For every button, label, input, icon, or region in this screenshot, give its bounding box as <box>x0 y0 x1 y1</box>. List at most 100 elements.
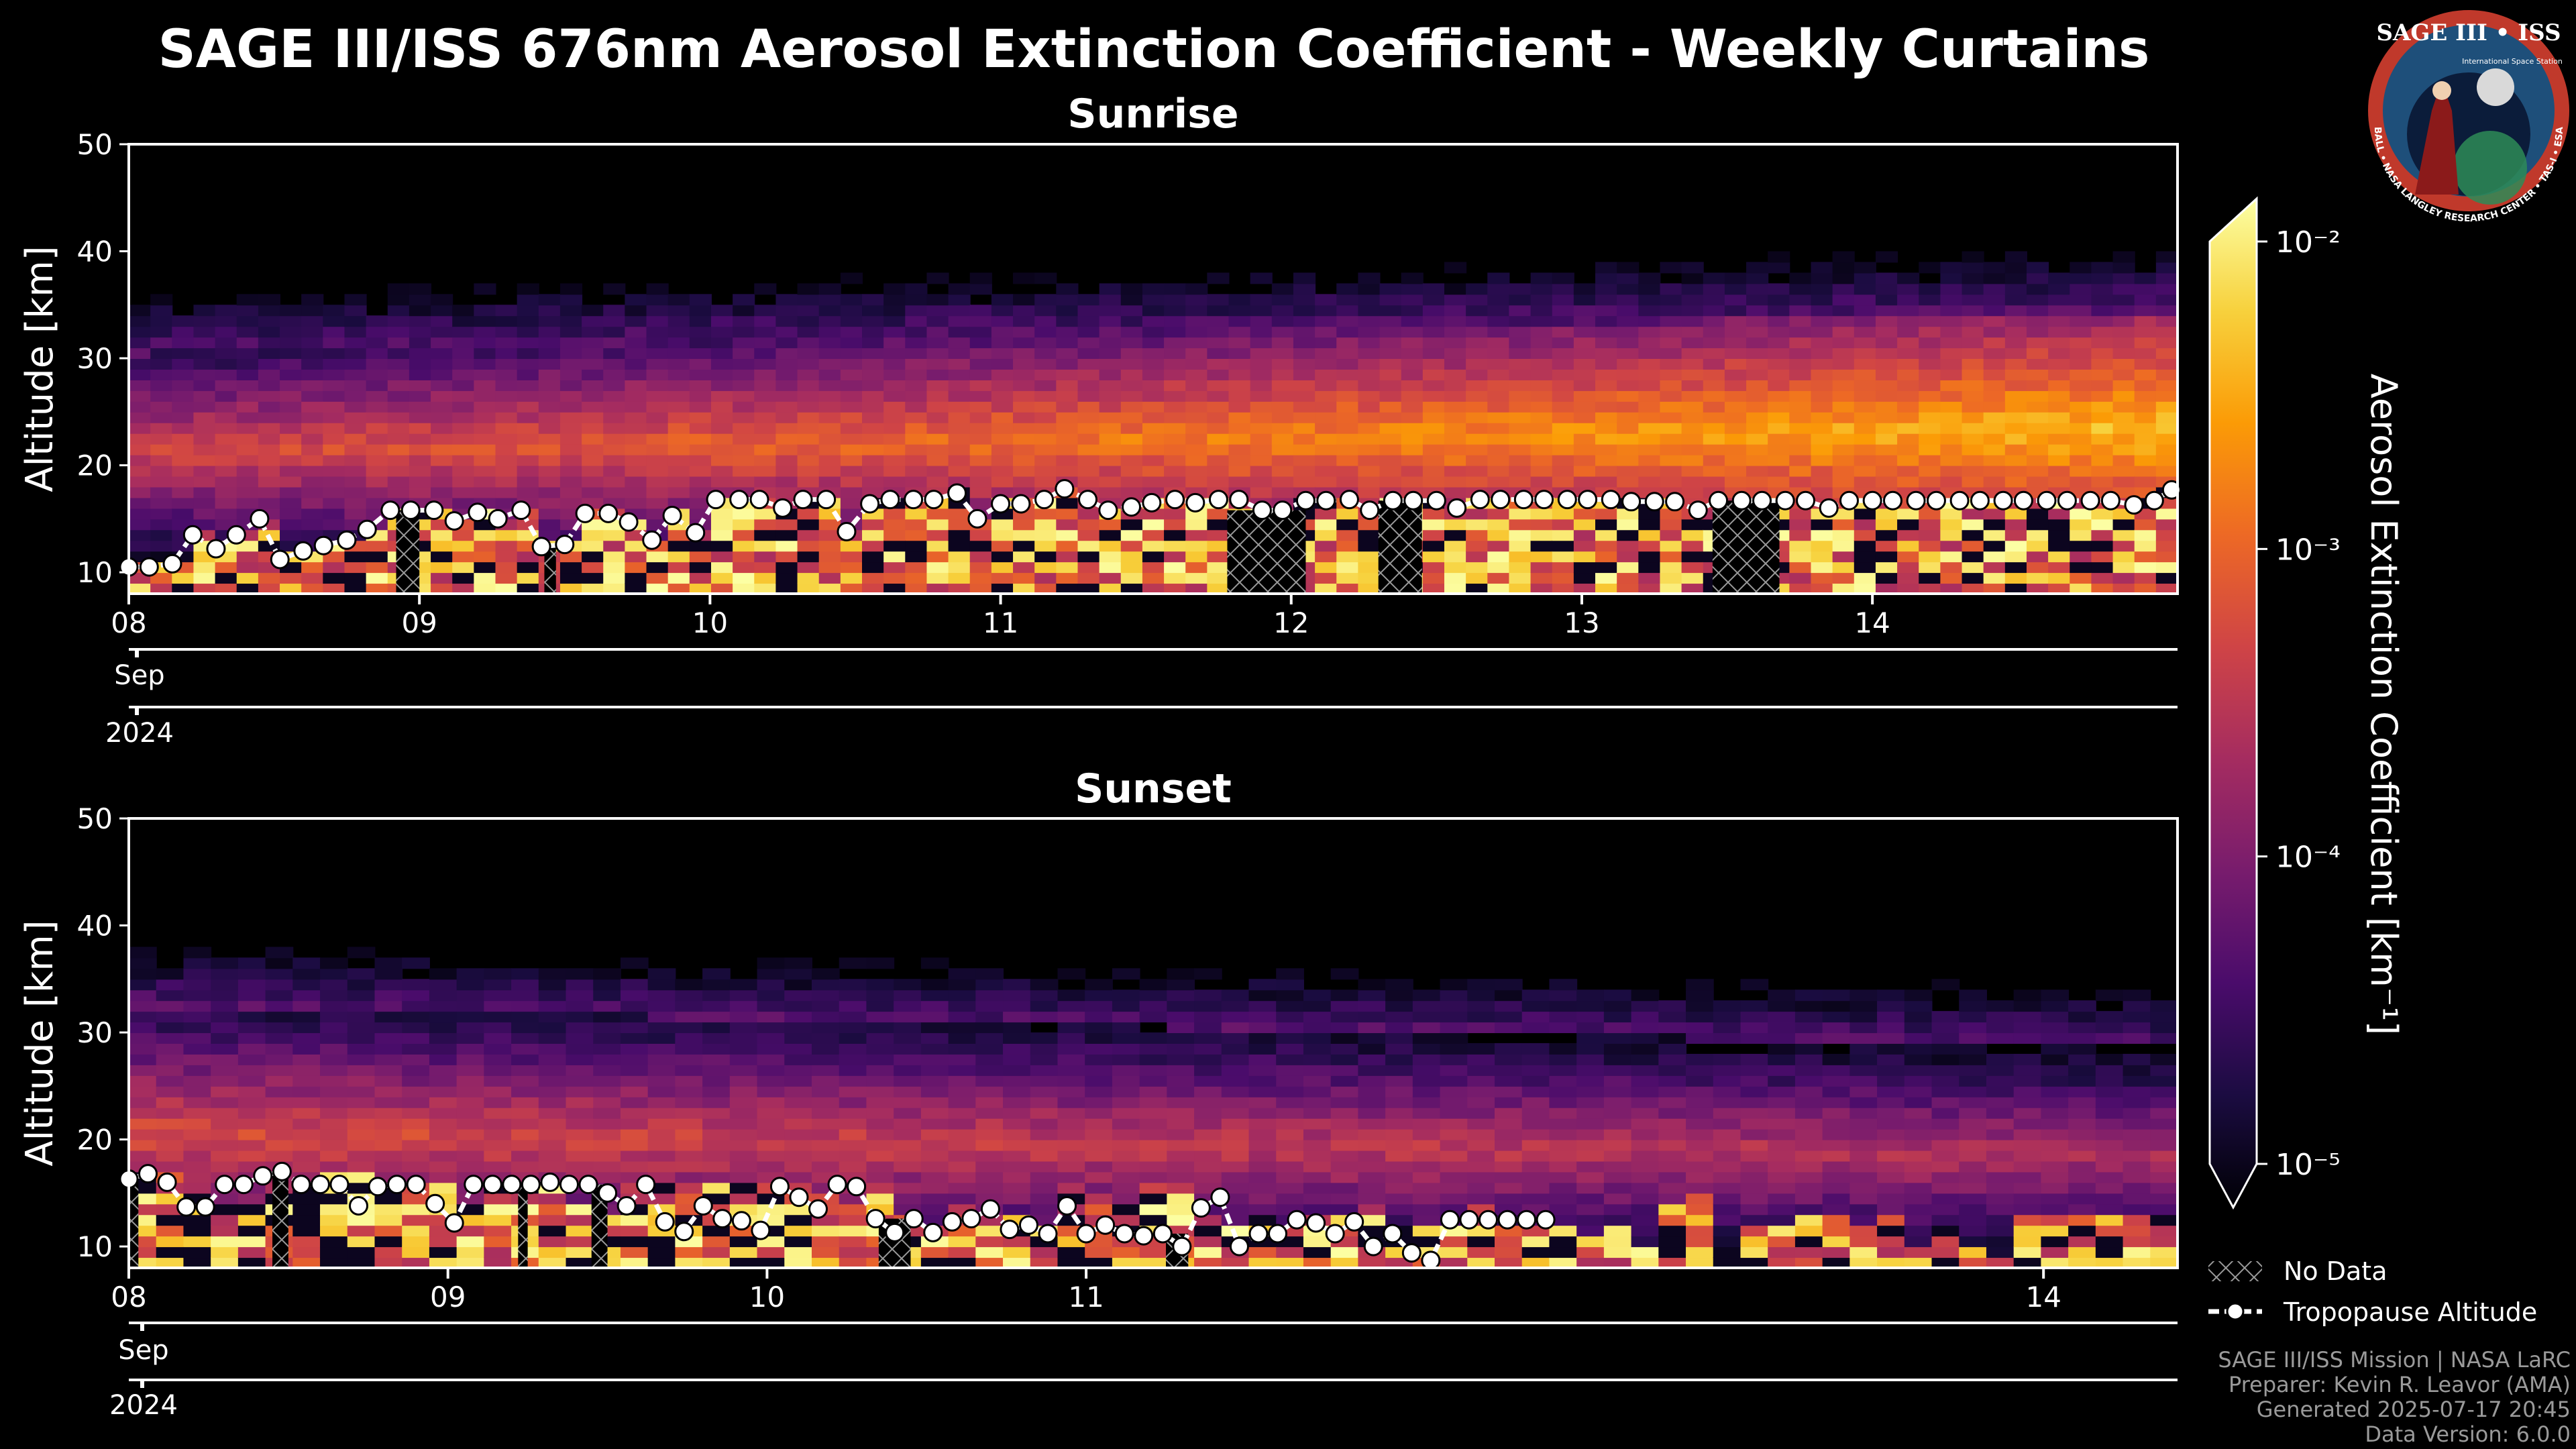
heatmap-cell <box>975 1171 1004 1183</box>
heatmap-cell <box>975 1161 1004 1173</box>
heatmap-cell <box>1164 337 1187 349</box>
heatmap-cell <box>172 400 195 413</box>
heatmap-cell <box>948 390 971 402</box>
heatmap-cell <box>1099 561 1122 574</box>
heatmap-cell <box>905 433 928 445</box>
heatmap-cell <box>991 476 1014 488</box>
tropopause-point <box>291 1175 311 1195</box>
heatmap-cell <box>215 583 237 594</box>
heatmap-cell <box>840 443 863 455</box>
heatmap-cell <box>1315 433 1338 445</box>
heatmap-cell <box>344 454 367 466</box>
heatmap-cell <box>1315 572 1338 584</box>
heatmap-cell <box>1768 369 1790 380</box>
heatmap-cell <box>344 433 367 445</box>
heatmap-cell <box>1034 337 1057 349</box>
heatmap-cell <box>456 1107 485 1119</box>
heatmap-cell <box>1849 1182 1878 1194</box>
heatmap-cell <box>1276 989 1304 1002</box>
heatmap-cell <box>387 411 410 423</box>
heatmap-cell <box>647 989 676 1002</box>
heatmap-cell <box>511 968 539 980</box>
heatmap-cell <box>1336 358 1359 370</box>
heatmap-cell <box>593 1150 621 1162</box>
heatmap-cell <box>1077 583 1100 594</box>
heatmap-cell <box>646 294 669 306</box>
heatmap-cell <box>1811 315 1833 327</box>
heatmap-cell <box>1336 369 1359 380</box>
heatmap-cell <box>2155 508 2178 520</box>
heatmap-cell <box>797 411 820 423</box>
heatmap-cell <box>1444 262 1467 274</box>
heatmap-cell <box>1724 379 1748 391</box>
heatmap-cell <box>1746 454 1769 466</box>
heatmap-cell <box>969 561 992 574</box>
heatmap-cell <box>1315 529 1338 541</box>
heatmap-cell <box>1962 251 1984 263</box>
heatmap-cell <box>1495 1000 1523 1012</box>
heatmap-cell <box>1228 422 1251 434</box>
heatmap-cell <box>559 294 583 306</box>
heatmap-cell <box>926 551 949 563</box>
heatmap-cell <box>646 443 669 455</box>
heatmap-cell <box>347 1128 376 1140</box>
heatmap-cell <box>1248 1064 1277 1076</box>
heatmap-cell <box>1849 1246 1878 1258</box>
heatmap-cell <box>582 326 604 338</box>
heatmap-cell <box>1142 294 1165 306</box>
heatmap-cell <box>675 1246 704 1258</box>
heatmap-cell <box>883 294 906 306</box>
heatmap-cell <box>172 379 195 391</box>
heatmap-cell <box>156 1150 184 1162</box>
heatmap-cell <box>620 1246 649 1258</box>
heatmap-cell <box>2134 294 2157 306</box>
heatmap-cell <box>1811 433 1833 445</box>
heatmap-cell <box>517 347 539 360</box>
tropopause-point <box>250 508 270 529</box>
heatmap-cell <box>1444 422 1467 434</box>
heatmap-cell <box>646 315 669 327</box>
heatmap-cell <box>374 1096 403 1108</box>
heatmap-cell <box>1573 283 1597 295</box>
heatmap-cell <box>905 572 928 584</box>
heatmap-cell <box>1194 1171 1222 1183</box>
heatmap-cell <box>183 1043 212 1055</box>
heatmap-cell <box>866 1075 895 1087</box>
heatmap-cell <box>1681 572 1704 584</box>
heatmap-cell <box>784 1107 812 1119</box>
heatmap-cell <box>1056 551 1079 563</box>
heatmap-cell <box>280 379 303 391</box>
heatmap-cell <box>1250 422 1273 434</box>
heatmap-cell <box>1228 294 1251 306</box>
heatmap-cell <box>495 561 518 574</box>
heatmap-cell <box>1854 465 1876 477</box>
heatmap-cell <box>1207 326 1230 338</box>
heatmap-cell <box>1194 1075 1222 1087</box>
heatmap-cell <box>1271 422 1294 434</box>
heatmap-cell <box>1440 1053 1468 1065</box>
heatmap-cell <box>948 315 971 327</box>
heatmap-cell <box>301 305 324 317</box>
heatmap-cell <box>1185 551 1208 563</box>
heatmap-cell <box>452 369 475 380</box>
heatmap-cell <box>948 572 971 584</box>
heatmap-cell <box>2095 1085 2124 1097</box>
heatmap-cell <box>1509 519 1532 531</box>
heatmap-cell <box>2041 1085 2070 1097</box>
heatmap-cell <box>2041 1193 2070 1205</box>
heatmap-cell <box>840 411 863 423</box>
heatmap-cell <box>1385 1096 1413 1108</box>
heatmap-cell <box>1099 358 1122 370</box>
heatmap-cell <box>1495 1182 1523 1194</box>
heatmap-cell <box>1686 1118 1714 1130</box>
no-data-region-4 <box>1712 500 1780 594</box>
heatmap-cell <box>1631 1043 1660 1055</box>
heatmap-cell <box>1401 433 1424 445</box>
heatmap-cell <box>1681 443 1704 455</box>
heatmap-cell <box>1099 540 1122 552</box>
heatmap-cell <box>1276 1053 1304 1065</box>
heatmap-cell <box>754 400 777 413</box>
heatmap-cell <box>517 379 539 391</box>
heatmap-cell <box>1811 422 1833 434</box>
heatmap-cell <box>667 454 690 466</box>
